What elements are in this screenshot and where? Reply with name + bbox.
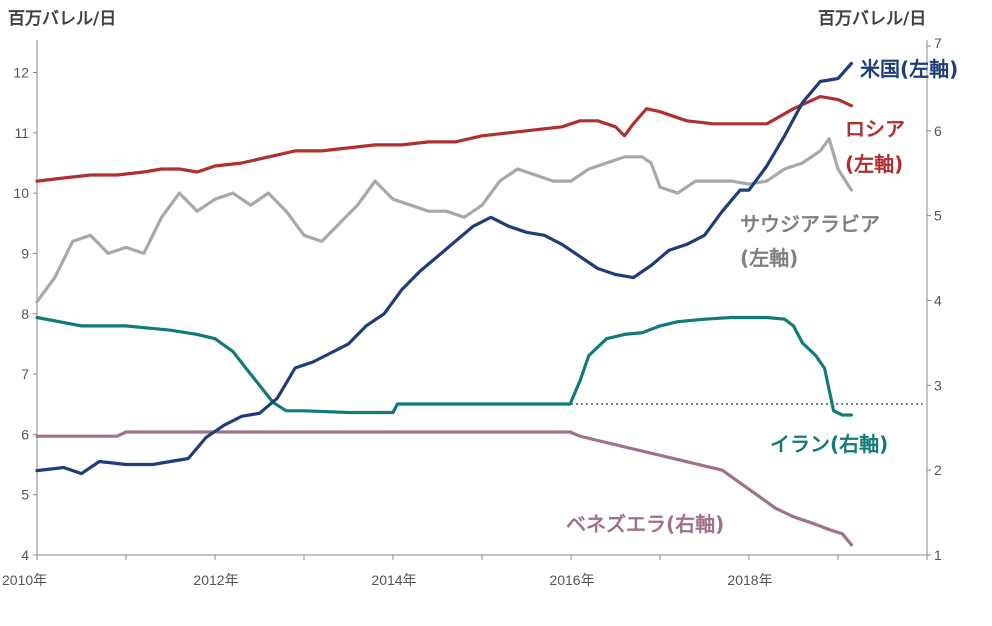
x-tick-label: 2012年 [193, 572, 238, 588]
left-tick-label: 7 [21, 366, 29, 382]
left-tick-label: 12 [13, 65, 29, 81]
left-axis-unit: 百万バレル/日 [8, 9, 117, 29]
venezuela-series-line [35, 430, 853, 547]
left-tick-label: 11 [14, 125, 29, 141]
venezuela-series-label: ベネズエラ(右軸) [566, 512, 725, 536]
right-tick-label: 4 [934, 293, 942, 309]
left-tick-label: 9 [21, 245, 29, 261]
iran-series-line [35, 315, 853, 417]
x-tick-label: 2016年 [549, 572, 594, 588]
right-tick-label: 3 [934, 377, 942, 393]
x-tick-label: 2010年 [2, 572, 47, 588]
left-tick-label: 4 [21, 547, 29, 563]
x-tick-label: 2018年 [727, 572, 772, 588]
russia-series-line [35, 95, 853, 183]
x-tick-label: 2014年 [371, 572, 416, 588]
left-tick-label: 5 [21, 487, 29, 503]
left-tick-label: 10 [13, 185, 29, 201]
saudi-series-label-line1: サウジアラビア [740, 212, 880, 236]
series-lines [35, 61, 923, 547]
right-tick-label: 2 [934, 462, 942, 478]
saudi-series-label-line2: (左軸) [740, 246, 799, 270]
russia-series-label-line2: (左軸) [845, 152, 904, 176]
iran-series-label: イラン(右軸) [770, 432, 889, 456]
us-series-line [35, 61, 853, 476]
russia-series-label-line1: ロシア [845, 117, 905, 141]
right-tick-label: 6 [934, 123, 942, 139]
left-tick-label: 8 [21, 306, 29, 322]
right-tick-label: 7 [934, 35, 942, 51]
left-tick-label: 6 [21, 426, 29, 442]
axes [33, 40, 931, 560]
saudi-series-line [35, 137, 853, 304]
right-tick-label: 5 [934, 208, 942, 224]
us-series-label: 米国(左軸) [860, 57, 959, 81]
right-axis-unit: 百万バレル/日 [818, 9, 927, 29]
right-tick-label: 1 [934, 547, 942, 563]
